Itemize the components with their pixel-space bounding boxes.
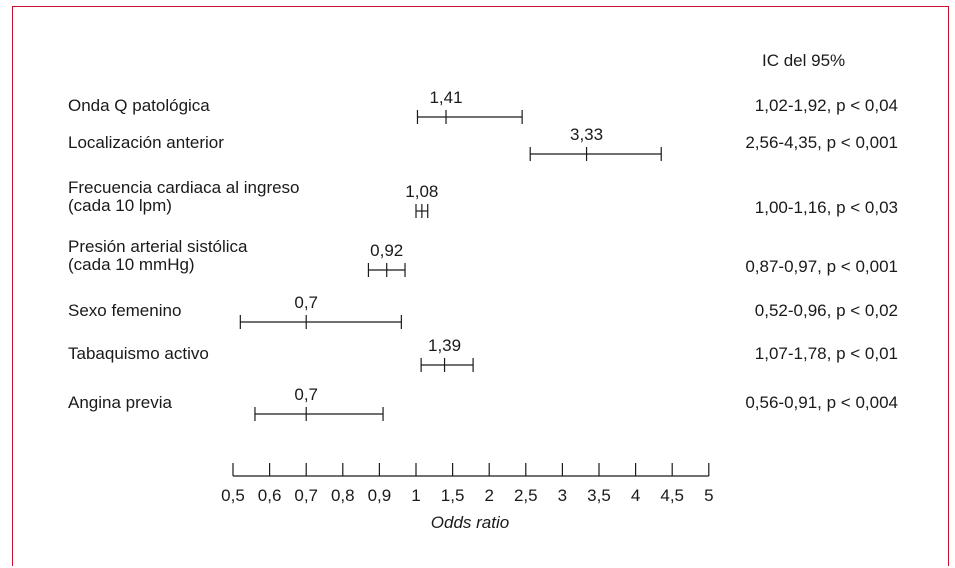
rows-layer: Onda Q patológica 1,41 1,02-1,92, p < 0,04… xyxy=(68,88,898,421)
x-tick-label: 1 xyxy=(411,486,420,505)
x-tick-label: 0,6 xyxy=(258,486,282,505)
ci-text: 0,56-0,91, p < 0,004 xyxy=(745,393,898,412)
forest-row: Localización anterior 3,33 2,56-4,35, p < … xyxy=(68,125,898,161)
or-value-label: 3,33 xyxy=(570,125,603,144)
row-label: Presión arterial sistólica xyxy=(68,237,248,256)
or-value-label: 0,7 xyxy=(294,385,318,404)
x-tick-label: 4 xyxy=(631,486,640,505)
x-tick-label: 0,9 xyxy=(368,486,392,505)
x-tick-label: 0,5 xyxy=(221,486,245,505)
row-label: Tabaquismo activo xyxy=(68,344,209,363)
row-label: Onda Q patológica xyxy=(68,96,210,115)
row-label: Frecuencia cardiaca al ingreso xyxy=(68,178,300,197)
ci-text: 0,52-0,96, p < 0,02 xyxy=(755,301,898,320)
ci-text: 1,02-1,92, p < 0,04 xyxy=(755,96,898,115)
row-label: Sexo femenino xyxy=(68,301,181,320)
forest-row: Presión arterial sistólica(cada 10 mmHg)… xyxy=(68,237,898,277)
chart-frame xyxy=(12,6,949,566)
row-label: (cada 10 mmHg) xyxy=(68,255,195,274)
x-tick-label: 2,5 xyxy=(514,486,538,505)
x-tick-label: 2 xyxy=(484,486,493,505)
forest-row: Angina previa 0,7 0,56-0,91, p < 0,004 xyxy=(68,385,898,421)
forest-row: Frecuencia cardiaca al ingreso(cada 10 l… xyxy=(68,178,898,218)
row-label: Angina previa xyxy=(68,393,173,412)
x-tick-label: 0,7 xyxy=(294,486,318,505)
or-value-label: 1,39 xyxy=(428,336,461,355)
x-tick-label: 3 xyxy=(558,486,567,505)
row-label: (cada 10 lpm) xyxy=(68,196,172,215)
x-tick-label: 3,5 xyxy=(587,486,611,505)
x-axis-label: Odds ratio xyxy=(431,513,509,532)
forest-row: Sexo femenino 0,7 0,52-0,96, p < 0,02 xyxy=(68,293,898,329)
x-tick-label: 0,8 xyxy=(331,486,355,505)
row-label: Localización anterior xyxy=(68,133,224,152)
ci-text: 1,07-1,78, p < 0,01 xyxy=(755,344,898,363)
ci-text: 0,87-0,97, p < 0,001 xyxy=(745,257,898,276)
ci-header: IC del 95% xyxy=(762,51,845,70)
or-value-label: 1,41 xyxy=(429,88,462,107)
x-axis: 0,5 0,6 0,7 0,8 0,9 1 1,5 2 2,5 3 3,5 4 4,5 5 xyxy=(221,463,714,505)
x-tick-label: 1,5 xyxy=(441,486,465,505)
forest-row: Tabaquismo activo 1,39 1,07-1,78, p < 0,01 xyxy=(68,336,898,372)
ci-text: 1,00-1,16, p < 0,03 xyxy=(755,198,898,217)
or-value-label: 0,7 xyxy=(294,293,318,312)
or-value-label: 1,08 xyxy=(405,182,438,201)
x-tick-label: 4,5 xyxy=(660,486,684,505)
x-tick-label: 5 xyxy=(704,486,713,505)
ci-text: 2,56-4,35, p < 0,001 xyxy=(745,133,898,152)
forest-row: Onda Q patológica 1,41 1,02-1,92, p < 0,04 xyxy=(68,88,898,124)
or-value-label: 0,92 xyxy=(370,241,403,260)
